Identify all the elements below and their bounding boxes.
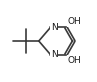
- Text: OH: OH: [67, 56, 81, 65]
- Text: N: N: [51, 50, 58, 59]
- Text: N: N: [51, 23, 58, 32]
- Text: OH: OH: [67, 17, 81, 26]
